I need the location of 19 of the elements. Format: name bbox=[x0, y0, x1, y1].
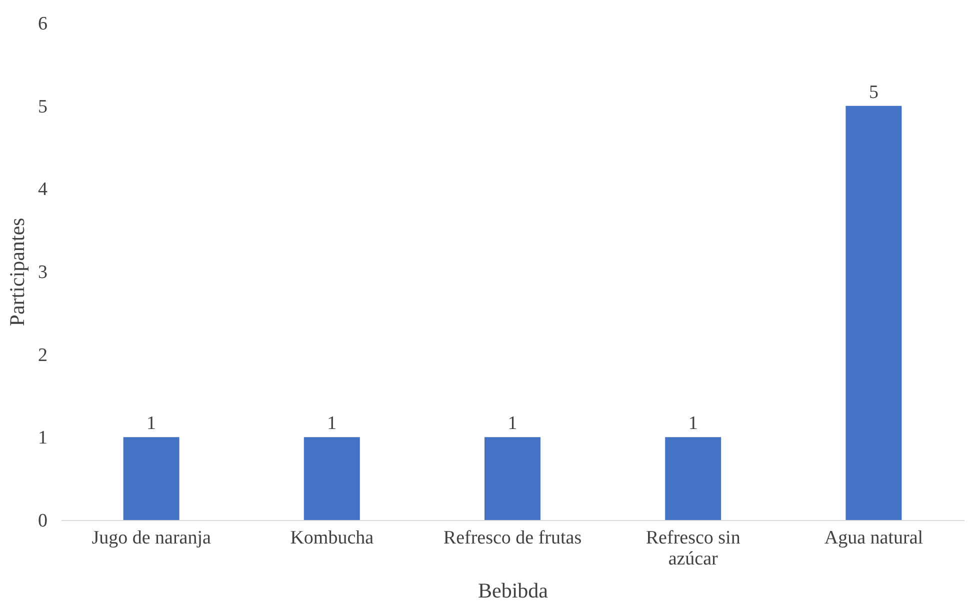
y-axis-title: Participantes bbox=[5, 218, 29, 326]
x-tick-label: Kombucha bbox=[290, 528, 374, 548]
x-tick-label: Jugo de naranja bbox=[92, 528, 212, 548]
y-tick-label: 0 bbox=[38, 510, 48, 532]
x-axis-title: Bebibda bbox=[478, 578, 549, 602]
x-tick-label: Refresco sin azúcar bbox=[646, 528, 741, 570]
data-label: 1 bbox=[688, 413, 698, 434]
data-label: 1 bbox=[146, 413, 156, 434]
data-label: 5 bbox=[868, 82, 878, 103]
x-tick-label: Agua natural bbox=[824, 528, 924, 548]
y-tick-label: 5 bbox=[38, 96, 48, 118]
y-tick-label: 3 bbox=[38, 262, 48, 283]
y-tick-label: 4 bbox=[38, 179, 48, 200]
data-label: 1 bbox=[508, 413, 518, 434]
y-tick-label: 1 bbox=[38, 428, 48, 449]
x-tick-label: Refresco de frutas bbox=[443, 528, 582, 548]
data-label: 1 bbox=[327, 413, 337, 434]
y-tick-label: 2 bbox=[38, 344, 48, 366]
y-tick-label: 6 bbox=[38, 14, 48, 34]
